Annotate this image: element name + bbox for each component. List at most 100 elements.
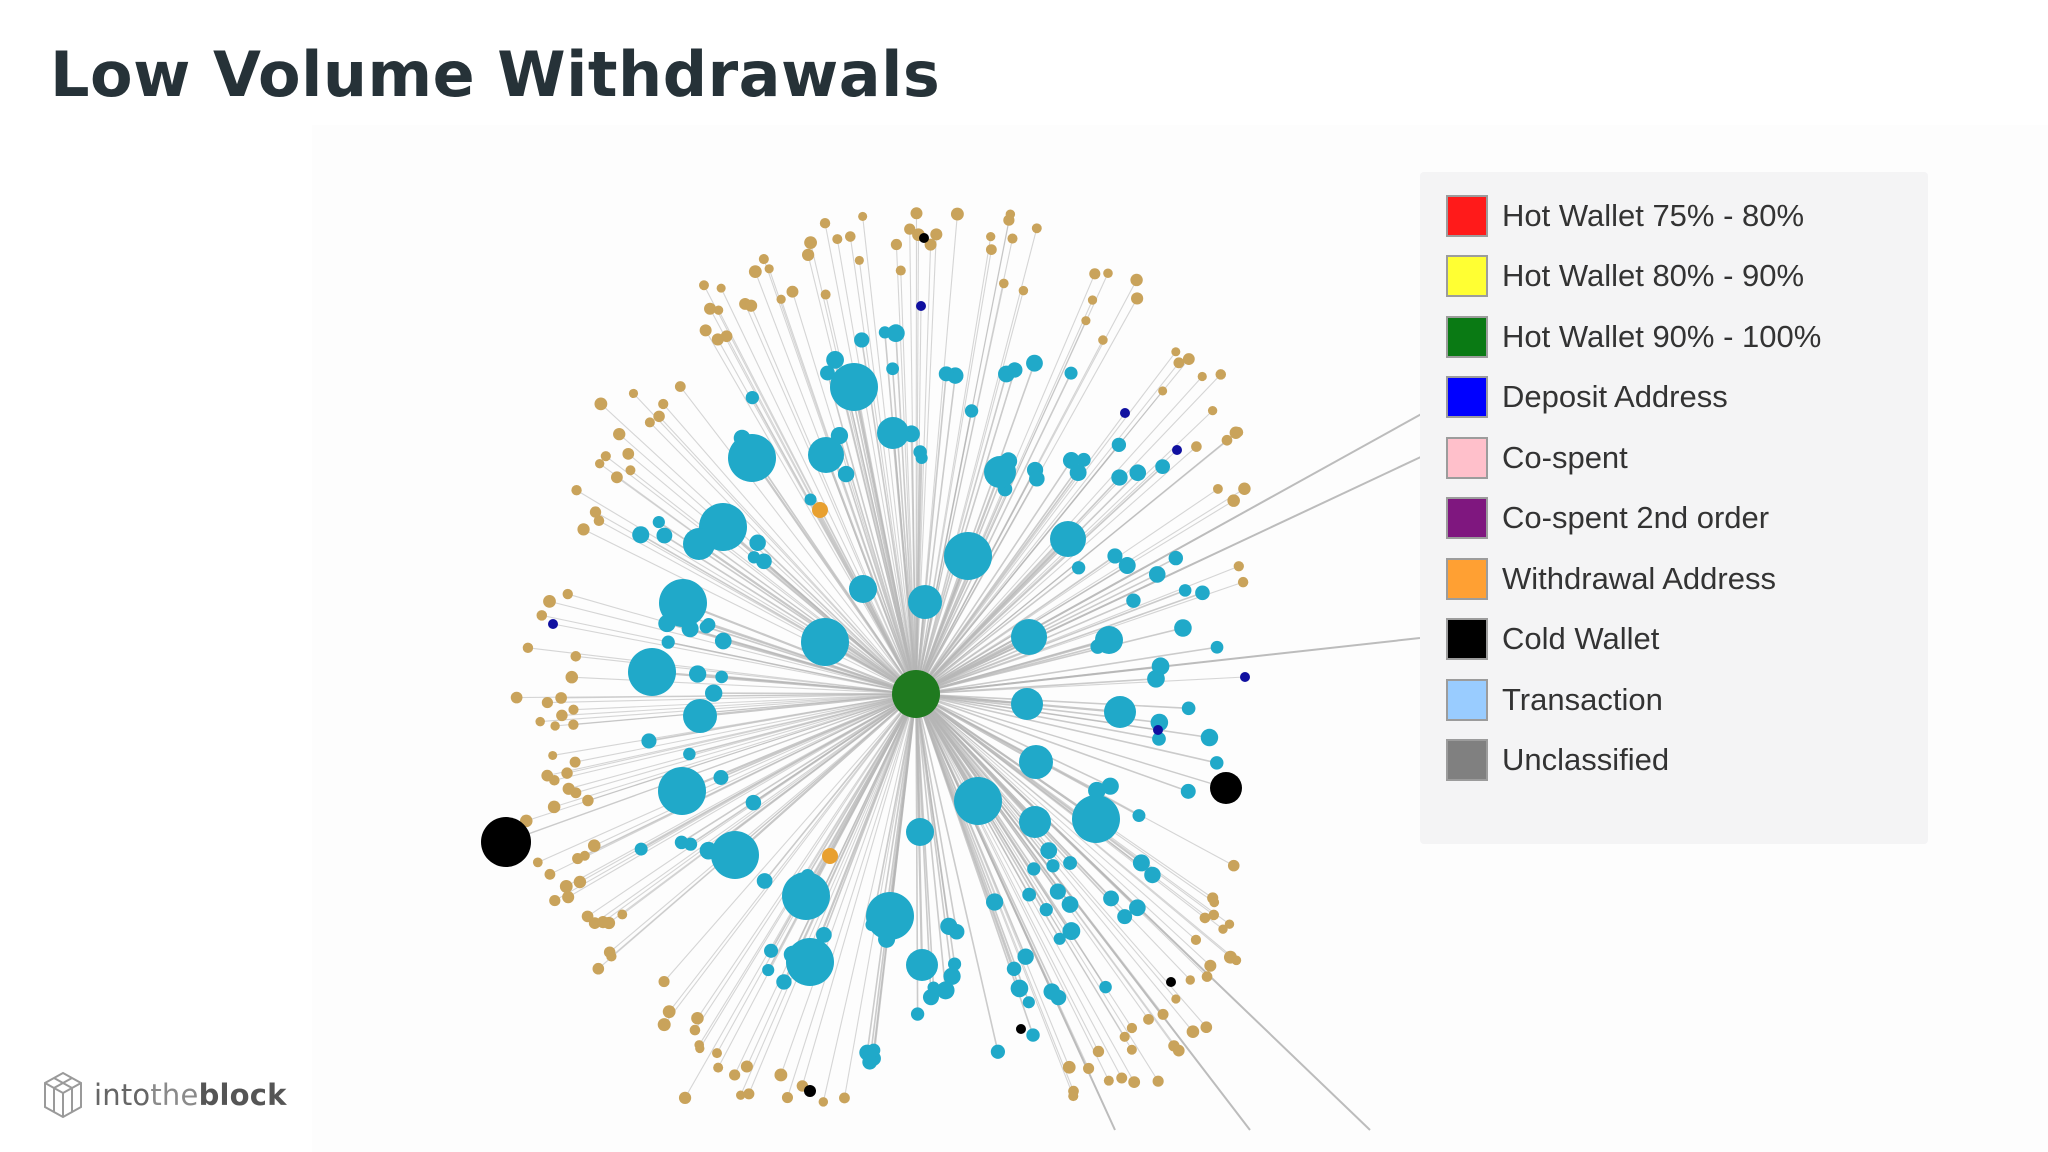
graph-edge — [915, 693, 1164, 1015]
brand-part-the: the — [150, 1078, 199, 1112]
cube-logo-icon — [44, 1071, 82, 1119]
legend: Hot Wallet 75% - 80% Hot Wallet 80% - 90… — [1420, 172, 1928, 844]
page-title: Low Volume Withdrawals — [50, 38, 941, 111]
unclassified-node — [1224, 919, 1235, 929]
unclassified-node — [1185, 975, 1195, 985]
transaction-node — [984, 456, 1016, 488]
transaction-node — [830, 363, 878, 411]
legend-label: Unclassified — [1502, 742, 1670, 777]
unclassified-node — [572, 852, 584, 865]
unclassified-node — [610, 471, 623, 484]
graph-edge — [915, 372, 1072, 695]
transaction-node — [964, 404, 979, 418]
legend-swatch — [1446, 679, 1488, 721]
unclassified-node — [1197, 371, 1207, 382]
transaction-node — [1111, 437, 1127, 453]
legend-item-transaction[interactable]: Transaction — [1446, 676, 1663, 724]
legend-item-co-spent[interactable]: Co-spent — [1446, 434, 1628, 482]
graph-edge — [915, 410, 973, 695]
unclassified-node — [845, 231, 856, 242]
legend-item-hot-wallet-75-80[interactable]: Hot Wallet 75% - 80% — [1446, 192, 1804, 240]
unclassified-node — [998, 278, 1009, 289]
transaction-node — [1151, 657, 1170, 676]
graph-edge — [915, 693, 1060, 998]
transaction-node — [867, 1043, 881, 1057]
graph-edge — [640, 693, 917, 850]
legend-swatch — [1446, 376, 1488, 418]
legend-swatch — [1446, 255, 1488, 297]
transaction-node — [1069, 464, 1087, 482]
graph-edge — [679, 386, 917, 695]
legend-item-hot-wallet-80-90[interactable]: Hot Wallet 80% - 90% — [1446, 252, 1804, 300]
brand-wordmark: intotheblock — [94, 1078, 287, 1112]
unclassified-node — [556, 709, 568, 722]
cold-wallet-node — [1166, 977, 1176, 987]
graph-edge — [576, 489, 917, 695]
unclassified-node — [691, 1011, 704, 1025]
graph-edge — [915, 693, 1207, 1028]
graph-edge — [668, 693, 917, 1013]
transaction-node — [1006, 961, 1022, 977]
legend-item-co-spent-2nd-order[interactable]: Co-spent 2nd order — [1446, 494, 1769, 542]
transaction-node — [866, 892, 914, 940]
unclassified-node — [1103, 1075, 1114, 1086]
graph-edge — [806, 693, 917, 877]
brand-logo: intotheblock — [42, 1070, 287, 1120]
transaction-node — [714, 632, 732, 650]
transaction-node — [990, 1044, 1006, 1059]
legend-item-hot-wallet-90-100[interactable]: Hot Wallet 90% - 100% — [1446, 313, 1821, 361]
unclassified-node — [689, 1024, 701, 1036]
cold-wallet-node — [481, 817, 531, 867]
brand-part-into: into — [94, 1078, 151, 1112]
graph-edge — [915, 693, 1099, 1052]
legend-item-deposit-address[interactable]: Deposit Address — [1446, 373, 1728, 421]
transaction-node — [1101, 777, 1119, 795]
legend-item-cold-wallet[interactable]: Cold Wallet — [1446, 615, 1659, 663]
cold-wallet-node — [1210, 772, 1242, 804]
graph-edge — [914, 471, 1002, 695]
transaction-node — [877, 417, 909, 449]
withdrawal-address-node — [822, 848, 838, 864]
transaction-node — [887, 324, 905, 343]
transaction-node — [1017, 948, 1034, 965]
unclassified-node — [617, 909, 628, 920]
transaction-node — [1049, 883, 1066, 900]
transaction-node — [1062, 922, 1081, 940]
legend-label: Withdrawal Address — [1502, 561, 1776, 596]
unclassified-node — [1237, 576, 1249, 588]
legend-label: Transaction — [1502, 682, 1663, 717]
graph-edge — [915, 375, 957, 695]
unclassified-node — [1207, 405, 1218, 416]
graph-edge — [915, 351, 1177, 695]
graph-edge — [915, 693, 999, 1052]
unclassified-node — [1215, 369, 1227, 380]
transaction-node — [1022, 887, 1037, 902]
transaction-node — [688, 665, 707, 683]
legend-swatch — [1446, 618, 1488, 660]
graph-edge — [915, 693, 1189, 710]
unclassified-node — [657, 1018, 671, 1032]
graph-edge — [915, 555, 1116, 695]
transaction-node — [674, 835, 689, 850]
transaction-node — [943, 967, 961, 985]
transaction-node — [683, 528, 715, 560]
legend-swatch — [1446, 558, 1488, 600]
legend-item-unclassified[interactable]: Unclassified — [1446, 736, 1669, 784]
cold-wallet-node — [1016, 1024, 1026, 1034]
graph-edge — [915, 449, 1178, 695]
unclassified-node — [1062, 1060, 1076, 1074]
transaction-node — [1181, 701, 1196, 716]
deposit-address-node — [1153, 725, 1163, 735]
unclassified-node — [1092, 1045, 1105, 1058]
unclassified-node — [532, 857, 543, 868]
transaction-node — [927, 981, 940, 994]
unclassified-node — [839, 1092, 850, 1104]
unclassified-node — [1068, 1091, 1079, 1102]
transaction-node — [1132, 854, 1150, 872]
graph-edge — [915, 693, 1160, 740]
graph-edge — [630, 469, 917, 695]
legend-item-withdrawal-address[interactable]: Withdrawal Address — [1446, 555, 1776, 603]
transaction-node — [747, 551, 761, 564]
graph-edge — [554, 693, 917, 781]
